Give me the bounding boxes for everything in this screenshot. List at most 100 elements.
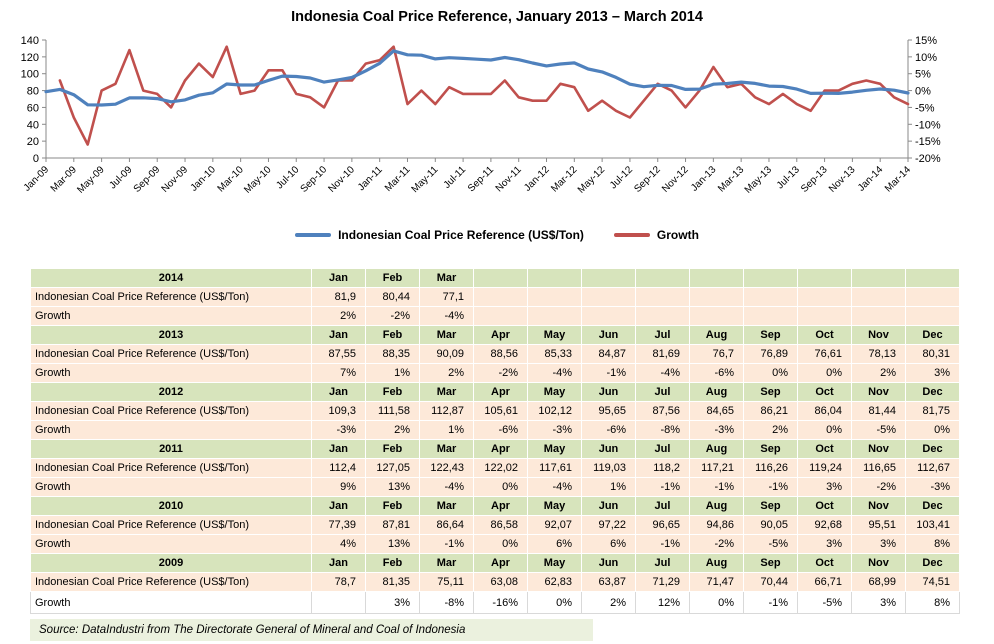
month-header: Jul (635, 439, 690, 459)
x-axis-label: Jan-13 (689, 164, 719, 194)
growth-value: 13% (365, 534, 420, 554)
growth-value: 0% (743, 363, 798, 383)
growth-value: -1% (635, 477, 690, 497)
price-value: 92,07 (527, 515, 582, 535)
price-value: 94,86 (689, 515, 744, 535)
price-value: 122,43 (419, 458, 474, 478)
price-row-2011: Indonesian Coal Price Reference (US$/Ton… (30, 458, 960, 478)
price-value: 81,75 (905, 401, 960, 421)
price-value (635, 287, 690, 307)
growth-value: 3% (797, 534, 852, 554)
price-value: 87,55 (311, 344, 366, 364)
month-header: Dec (905, 382, 960, 402)
growth-value: 9% (311, 477, 366, 497)
month-header: Nov (851, 496, 906, 516)
price-value: 78,7 (311, 572, 366, 592)
x-axis-label: May-12 (576, 164, 608, 196)
growth-value: 6% (527, 534, 582, 554)
price-value: 81,35 (365, 572, 420, 592)
growth-value: -4% (419, 477, 474, 497)
row-label: Growth (30, 363, 312, 383)
month-header: Jul (635, 382, 690, 402)
price-value: 109,3 (311, 401, 366, 421)
x-axis-label: Nov-13 (827, 164, 858, 195)
price-value: 66,71 (797, 572, 852, 592)
month-header: Sep (743, 439, 798, 459)
chart-title: Indonesia Coal Price Reference, January … (291, 9, 703, 25)
month-header: Nov (851, 439, 906, 459)
growth-value: 0% (689, 591, 744, 614)
growth-value: -8% (635, 420, 690, 440)
price-value: 85,33 (527, 344, 582, 364)
x-axis-label: Nov-11 (494, 164, 524, 194)
growth-value: 1% (365, 363, 420, 383)
month-header: Dec (905, 553, 960, 573)
price-value: 95,51 (851, 515, 906, 535)
growth-value (311, 591, 366, 614)
month-header: Feb (365, 439, 420, 459)
month-header: May (527, 325, 582, 345)
row-label: Indonesian Coal Price Reference (US$/Ton… (30, 515, 312, 535)
x-axis-label: Mar-11 (383, 164, 413, 194)
month-header: Mar (419, 325, 474, 345)
month-header: Aug (689, 325, 744, 345)
growth-value: -16% (473, 591, 528, 614)
month-header (689, 268, 744, 288)
growth-value: 3% (851, 591, 906, 614)
legend-price-label: Indonesian Coal Price Reference (US$/Ton… (338, 228, 584, 242)
x-axis-label: Mar-10 (216, 164, 246, 194)
price-value: 112,87 (419, 401, 474, 421)
growth-value: 4% (311, 534, 366, 554)
price-value: 122,02 (473, 458, 528, 478)
price-row-2014: Indonesian Coal Price Reference (US$/Ton… (30, 287, 960, 307)
growth-value: 6% (581, 534, 636, 554)
price-row-2013: Indonesian Coal Price Reference (US$/Ton… (30, 344, 960, 364)
price-line (44, 49, 910, 107)
chart-plot-area: 0 20 40 60 80 100 120 140 -20% -15% -10% -5% 0% 5% 10%… (21, 35, 941, 196)
year-label: 2013 (30, 325, 312, 345)
x-axis-label: Jan-09 (22, 164, 52, 194)
month-header: Jan (311, 268, 366, 288)
month-header: Dec (905, 325, 960, 345)
price-value: 71,47 (689, 572, 744, 592)
year-row-2013: 2013 Jan Feb Mar Apr May Jun Jul Aug Sep Oct Nov Dec (30, 325, 960, 345)
price-value: 111,58 (365, 401, 420, 421)
growth-value: -4% (527, 363, 582, 383)
year-row-2010: 2010 Jan Feb Mar Apr May Jun Jul Aug Sep Oct Nov Dec (30, 496, 960, 516)
right-axis-label: 5% (915, 69, 931, 81)
price-value: 103,41 (905, 515, 960, 535)
growth-value: 0% (473, 477, 528, 497)
growth-value: 2% (311, 306, 366, 326)
source-note: Source: DataIndustri from The Directorat… (30, 619, 593, 641)
growth-value: -1% (419, 534, 474, 554)
row-label: Growth (30, 420, 312, 440)
growth-row-2013: Growth 7% 1% 2% -2% -4% -1% -4% -6% 0% 0% 2% 3% (30, 363, 960, 383)
x-axis-label: Mar-14 (883, 164, 913, 194)
left-axis-label: 120 (21, 52, 39, 64)
growth-value: -4% (635, 363, 690, 383)
growth-value: 2% (743, 420, 798, 440)
price-value: 62,83 (527, 572, 582, 592)
row-label: Indonesian Coal Price Reference (US$/Ton… (30, 344, 312, 364)
right-axis-label: -20% (915, 153, 941, 165)
legend-item-price: Indonesian Coal Price Reference (US$/Ton… (295, 228, 584, 242)
month-header: Feb (365, 268, 420, 288)
month-header: Aug (689, 439, 744, 459)
right-axis-label: -5% (915, 102, 935, 114)
month-header: Apr (473, 496, 528, 516)
growth-row-2012: Growth -3% 2% 1% -6% -3% -6% -8% -3% 2% 0% -5% 0% (30, 420, 960, 440)
price-value: 119,03 (581, 458, 636, 478)
month-header: Jul (635, 553, 690, 573)
month-header: May (527, 553, 582, 573)
chart-legend: Indonesian Coal Price Reference (US$/Ton… (0, 226, 994, 244)
growth-value: -4% (419, 306, 474, 326)
year-label: 2009 (30, 553, 312, 573)
month-header (743, 268, 798, 288)
month-header (635, 268, 690, 288)
row-label: Growth (30, 534, 312, 554)
price-value: 80,31 (905, 344, 960, 364)
left-axis-label: 40 (27, 119, 39, 131)
growth-value (473, 306, 528, 326)
x-axis-label: Jan-10 (189, 164, 219, 194)
year-row-2011: 2011 Jan Feb Mar Apr May Jun Jul Aug Sep Oct Nov Dec (30, 439, 960, 459)
